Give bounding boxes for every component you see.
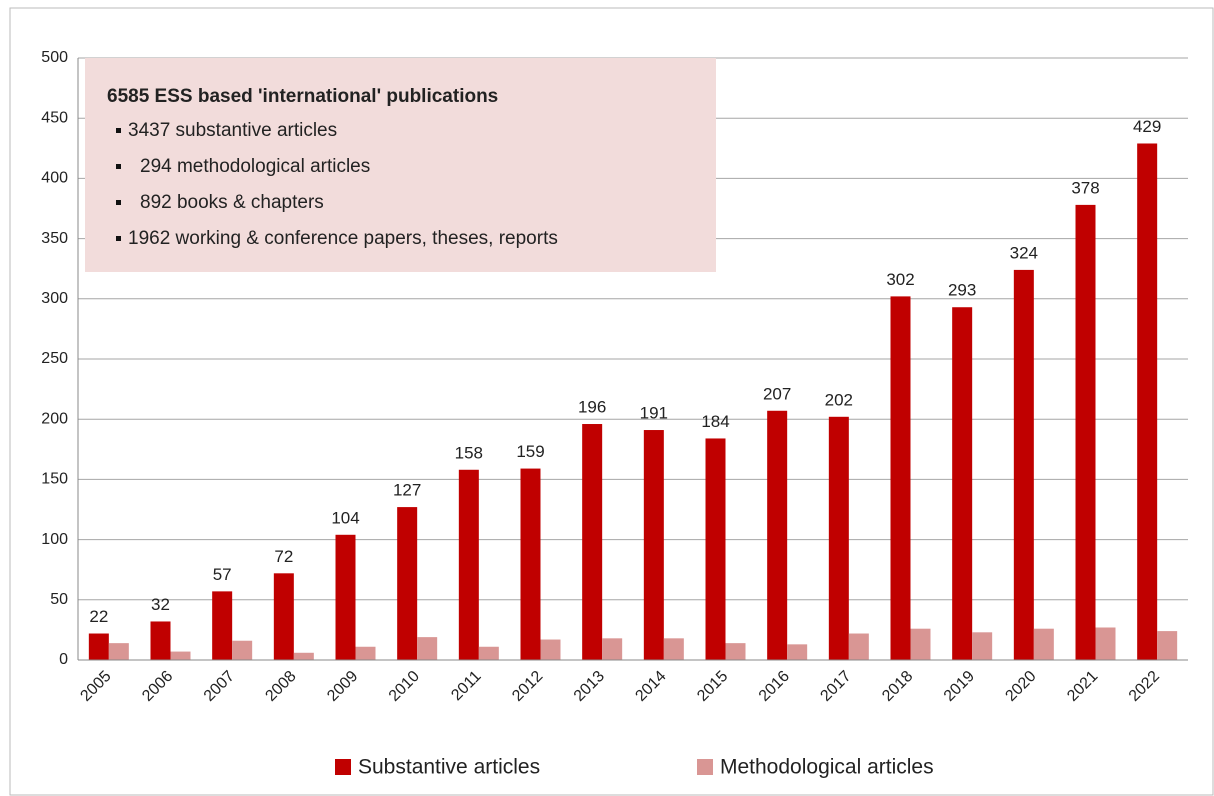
bullet — [116, 236, 121, 241]
bar — [1075, 204, 1096, 660]
chart-border — [9, 7, 1214, 796]
annotation-item: 294 methodological articles — [140, 156, 370, 177]
y-tick-label: 350 — [41, 230, 68, 247]
bar — [1033, 628, 1054, 660]
value-label: 378 — [1071, 178, 1099, 197]
value-label: 429 — [1133, 117, 1161, 136]
bar — [232, 640, 253, 660]
bar — [88, 633, 109, 660]
bar — [150, 621, 171, 660]
y-tick-label: 200 — [41, 410, 68, 427]
bar — [910, 628, 931, 660]
legend-label: Methodological articles — [720, 756, 934, 779]
annotation-box — [85, 58, 716, 272]
bullet — [116, 164, 121, 169]
annotation-title: 6585 ESS based 'international' publicati… — [107, 86, 498, 107]
value-label: 196 — [578, 398, 606, 417]
value-label: 104 — [331, 508, 359, 527]
x-tick-label: 2005 — [77, 668, 114, 705]
bar — [417, 637, 438, 660]
annotation-item: 892 books & chapters — [140, 192, 324, 213]
bar — [1137, 143, 1158, 660]
bar — [108, 643, 129, 660]
bar — [828, 416, 849, 660]
bar — [725, 643, 746, 660]
bar — [848, 633, 869, 660]
value-label: 72 — [274, 547, 293, 566]
annotation-item: 3437 substantive articles — [128, 120, 337, 141]
y-tick-label: 500 — [41, 49, 68, 66]
value-label: 302 — [886, 270, 914, 289]
value-label: 207 — [763, 384, 791, 403]
y-tick-label: 100 — [41, 531, 68, 548]
value-label: 22 — [89, 607, 108, 626]
bar — [1157, 631, 1178, 660]
bar — [952, 307, 973, 660]
value-label: 191 — [640, 404, 668, 423]
bar — [478, 646, 499, 660]
bar — [397, 507, 418, 660]
bar — [787, 644, 808, 660]
bar — [335, 534, 356, 660]
bar — [293, 652, 314, 660]
bar — [355, 646, 376, 660]
value-label: 127 — [393, 481, 421, 500]
value-label: 293 — [948, 281, 976, 300]
y-tick-label: 50 — [50, 591, 68, 608]
x-tick-label: 2020 — [1002, 668, 1039, 705]
value-label: 324 — [1010, 243, 1038, 262]
bullet — [116, 128, 121, 133]
value-label: 158 — [455, 443, 483, 462]
bar — [602, 638, 623, 660]
x-tick-label: 2017 — [817, 668, 854, 705]
bar — [458, 469, 479, 660]
bar — [520, 468, 541, 660]
bar — [663, 638, 684, 660]
y-tick-label: 150 — [41, 471, 68, 488]
bullet — [116, 200, 121, 205]
legend-label: Substantive articles — [358, 756, 540, 779]
x-tick-label: 2009 — [324, 668, 361, 705]
legend-swatch — [335, 759, 351, 775]
value-label: 57 — [213, 565, 232, 584]
bar — [643, 430, 664, 660]
x-tick-label: 2014 — [632, 668, 669, 705]
x-tick-label: 2015 — [694, 668, 731, 705]
value-label: 184 — [701, 412, 729, 431]
bar — [705, 438, 726, 660]
x-tick-label: 2018 — [879, 668, 916, 705]
x-tick-label: 2008 — [262, 668, 299, 705]
y-tick-label: 250 — [41, 350, 68, 367]
legend-swatch — [697, 759, 713, 775]
x-tick-label: 2019 — [941, 668, 978, 705]
x-tick-label: 2007 — [201, 668, 238, 705]
bar — [767, 410, 788, 660]
y-tick-label: 400 — [41, 170, 68, 187]
bar — [170, 651, 191, 660]
x-tick-label: 2012 — [509, 668, 546, 705]
bar — [582, 424, 603, 660]
y-tick-label: 450 — [41, 109, 68, 126]
y-tick-label: 300 — [41, 290, 68, 307]
x-tick-label: 2011 — [448, 668, 484, 704]
x-tick-label: 2013 — [571, 668, 608, 705]
bar — [273, 573, 294, 660]
value-label: 159 — [516, 442, 544, 461]
x-tick-label: 2010 — [386, 668, 423, 705]
bar — [972, 632, 993, 660]
bar — [890, 296, 911, 660]
bar — [1095, 627, 1116, 660]
bar — [212, 591, 233, 660]
x-tick-label: 2016 — [756, 668, 793, 705]
value-label: 202 — [825, 390, 853, 409]
x-tick-label: 2021 — [1064, 668, 1101, 705]
annotation-item: 1962 working & conference papers, theses… — [128, 228, 558, 249]
bar — [1013, 269, 1034, 660]
x-tick-label: 2022 — [1126, 668, 1163, 705]
x-tick-label: 2006 — [139, 668, 176, 705]
value-label: 32 — [151, 595, 170, 614]
bar — [540, 639, 561, 660]
y-tick-label: 0 — [59, 651, 68, 668]
